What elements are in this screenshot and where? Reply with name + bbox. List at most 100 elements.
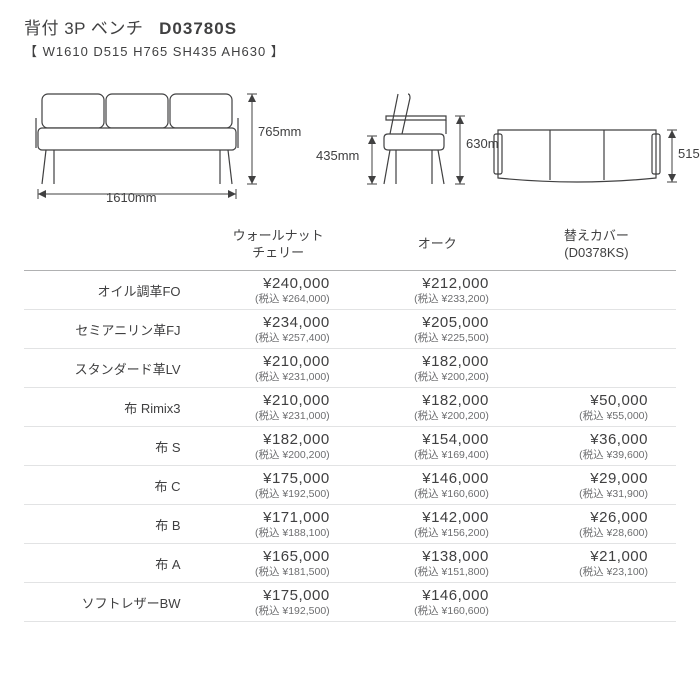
price-main: ¥182,000 [364, 353, 489, 370]
page-title: 背付 3P ベンチ D03780S [24, 14, 676, 39]
table-row: 布 B¥171,000(税込 ¥188,100)¥142,000(税込 ¥156… [24, 504, 676, 543]
price-tax: (税込 ¥160,600) [364, 486, 489, 501]
price-cell: ¥234,000(税込 ¥257,400) [199, 309, 358, 348]
price-tax: (税込 ¥160,600) [364, 603, 489, 618]
price-cell: ¥210,000(税込 ¥231,000) [199, 348, 358, 387]
price-cell [517, 348, 676, 387]
diagram-front: 1610mm 765mm [24, 86, 274, 206]
price-cell: ¥36,000(税込 ¥39,600) [517, 426, 676, 465]
row-label: オイル調革FO [24, 270, 199, 309]
row-label: 布 Rimix3 [24, 387, 199, 426]
diagram-side: 435mm 630mm [328, 86, 478, 206]
price-main: ¥175,000 [205, 470, 330, 487]
price-tax: (税込 ¥169,400) [364, 447, 489, 462]
price-tax: (税込 ¥28,600) [523, 525, 648, 540]
price-cell: ¥146,000(税込 ¥160,600) [358, 582, 517, 621]
price-tax: (税込 ¥231,000) [205, 369, 330, 384]
price-main: ¥212,000 [364, 275, 489, 292]
price-tax: (税込 ¥233,200) [364, 291, 489, 306]
table-row: オイル調革FO¥240,000(税込 ¥264,000)¥212,000(税込 … [24, 270, 676, 309]
price-cell: ¥26,000(税込 ¥28,600) [517, 504, 676, 543]
price-tax: (税込 ¥257,400) [205, 330, 330, 345]
price-cell [517, 309, 676, 348]
price-cell: ¥142,000(税込 ¥156,200) [358, 504, 517, 543]
price-tax: (税込 ¥156,200) [364, 525, 489, 540]
price-tax: (税込 ¥225,500) [364, 330, 489, 345]
price-main: ¥21,000 [523, 548, 648, 565]
diagram-row: 1610mm 765mm [24, 66, 676, 206]
table-row: セミアニリン革FJ¥234,000(税込 ¥257,400)¥205,000(税… [24, 309, 676, 348]
price-main: ¥146,000 [364, 470, 489, 487]
price-main: ¥234,000 [205, 314, 330, 331]
table-row: 布 C¥175,000(税込 ¥192,500)¥146,000(税込 ¥160… [24, 465, 676, 504]
price-tax: (税込 ¥264,000) [205, 291, 330, 306]
price-cell: ¥205,000(税込 ¥225,500) [358, 309, 517, 348]
price-tax: (税込 ¥231,000) [205, 408, 330, 423]
spec-sheet: 背付 3P ベンチ D03780S 【 W1610 D515 H765 SH43… [0, 0, 700, 642]
price-cell: ¥29,000(税込 ¥31,900) [517, 465, 676, 504]
price-cell: ¥21,000(税込 ¥23,100) [517, 543, 676, 582]
price-main: ¥205,000 [364, 314, 489, 331]
row-label: 布 A [24, 543, 199, 582]
price-cell: ¥171,000(税込 ¥188,100) [199, 504, 358, 543]
price-main: ¥240,000 [205, 275, 330, 292]
col-header-walnut: ウォールナット チェリー [199, 224, 358, 270]
dim-front-height: 765mm [258, 124, 301, 139]
price-main: ¥138,000 [364, 548, 489, 565]
price-main: ¥26,000 [523, 509, 648, 526]
row-label: 布 S [24, 426, 199, 465]
price-tax: (税込 ¥188,100) [205, 525, 330, 540]
price-tax: (税込 ¥39,600) [523, 447, 648, 462]
price-main: ¥36,000 [523, 431, 648, 448]
price-cell: ¥182,000(税込 ¥200,200) [358, 387, 517, 426]
dimensions-line: 【 W1610 D515 H765 SH435 AH630 】 [24, 41, 676, 60]
diagram-top: 515mm [488, 116, 688, 206]
price-cell: ¥212,000(税込 ¥233,200) [358, 270, 517, 309]
row-label: 布 C [24, 465, 199, 504]
price-cell [517, 582, 676, 621]
row-label: スタンダード革LV [24, 348, 199, 387]
price-cell: ¥210,000(税込 ¥231,000) [199, 387, 358, 426]
price-cell: ¥175,000(税込 ¥192,500) [199, 582, 358, 621]
dim-top-depth: 515mm [678, 146, 700, 161]
price-main: ¥210,000 [205, 353, 330, 370]
price-cell: ¥175,000(税込 ¥192,500) [199, 465, 358, 504]
table-row: 布 S¥182,000(税込 ¥200,200)¥154,000(税込 ¥169… [24, 426, 676, 465]
price-tax: (税込 ¥192,500) [205, 603, 330, 618]
price-tax: (税込 ¥200,200) [364, 408, 489, 423]
price-main: ¥29,000 [523, 470, 648, 487]
price-cell [517, 270, 676, 309]
dim-front-width: 1610mm [106, 190, 157, 205]
price-cell: ¥240,000(税込 ¥264,000) [199, 270, 358, 309]
price-cell: ¥146,000(税込 ¥160,600) [358, 465, 517, 504]
price-tax: (税込 ¥200,200) [364, 369, 489, 384]
price-main: ¥146,000 [364, 587, 489, 604]
price-main: ¥175,000 [205, 587, 330, 604]
dim-side-sh: 435mm [316, 148, 359, 163]
price-main: ¥182,000 [364, 392, 489, 409]
row-label: セミアニリン革FJ [24, 309, 199, 348]
price-main: ¥142,000 [364, 509, 489, 526]
price-main: ¥50,000 [523, 392, 648, 409]
price-tax: (税込 ¥181,500) [205, 564, 330, 579]
price-tax: (税込 ¥31,900) [523, 486, 648, 501]
row-label: 布 B [24, 504, 199, 543]
price-tax: (税込 ¥55,000) [523, 408, 648, 423]
table-row: 布 A¥165,000(税込 ¥181,500)¥138,000(税込 ¥151… [24, 543, 676, 582]
model-code: D03780S [159, 19, 237, 38]
price-main: ¥165,000 [205, 548, 330, 565]
col-header-oak: オーク [358, 224, 517, 270]
price-cell: ¥50,000(税込 ¥55,000) [517, 387, 676, 426]
row-label: ソフトレザーBW [24, 582, 199, 621]
price-cell: ¥165,000(税込 ¥181,500) [199, 543, 358, 582]
table-header-row: ウォールナット チェリー オーク 替えカバー (D0378KS) [24, 224, 676, 270]
table-row: ソフトレザーBW¥175,000(税込 ¥192,500)¥146,000(税込… [24, 582, 676, 621]
price-main: ¥210,000 [205, 392, 330, 409]
price-tax: (税込 ¥151,800) [364, 564, 489, 579]
col-header-cover: 替えカバー (D0378KS) [517, 224, 676, 270]
title-prefix: 背付 3P ベンチ [24, 19, 143, 38]
price-main: ¥154,000 [364, 431, 489, 448]
price-main: ¥171,000 [205, 509, 330, 526]
table-row: 布 Rimix3¥210,000(税込 ¥231,000)¥182,000(税込… [24, 387, 676, 426]
price-table: ウォールナット チェリー オーク 替えカバー (D0378KS) オイル調革FO… [24, 224, 676, 622]
